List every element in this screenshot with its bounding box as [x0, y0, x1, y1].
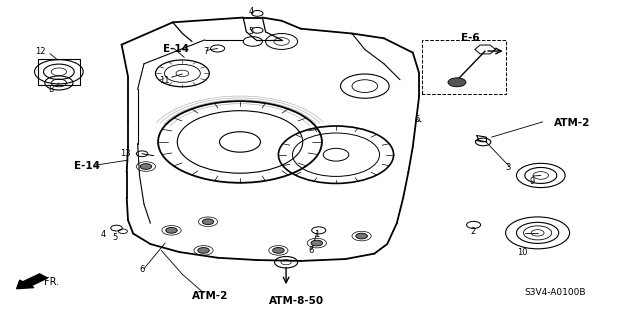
Circle shape [202, 219, 214, 225]
Text: ATM-2: ATM-2 [192, 291, 228, 301]
Text: 8: 8 [48, 85, 53, 94]
Circle shape [166, 227, 177, 233]
Circle shape [311, 240, 323, 246]
Text: S3V4-A0100B: S3V4-A0100B [525, 288, 586, 297]
Text: 6: 6 [140, 265, 145, 274]
Text: 10: 10 [517, 248, 527, 256]
Text: ATM-2: ATM-2 [554, 118, 590, 128]
Text: 1: 1 [314, 230, 319, 239]
Text: 2: 2 [470, 227, 476, 236]
Text: 7: 7 [204, 47, 209, 56]
Text: ATM-8-50: ATM-8-50 [269, 296, 324, 307]
Text: E-6: E-6 [461, 33, 479, 43]
Text: FR.: FR. [44, 277, 59, 287]
Text: 3: 3 [506, 163, 511, 172]
FancyArrow shape [17, 274, 47, 289]
Circle shape [448, 78, 466, 87]
Text: 9: 9 [530, 177, 535, 186]
Text: 6: 6 [308, 246, 314, 255]
Text: 13: 13 [120, 149, 131, 158]
Text: 11: 11 [159, 76, 169, 85]
Text: 4: 4 [248, 7, 253, 16]
Circle shape [273, 248, 284, 253]
Circle shape [198, 248, 209, 253]
Text: 6: 6 [415, 115, 420, 124]
Text: 5: 5 [248, 27, 253, 36]
Text: 5: 5 [112, 233, 117, 242]
Text: E-14: E-14 [74, 161, 100, 171]
Circle shape [356, 233, 367, 239]
Text: 12: 12 [35, 47, 45, 56]
Text: 4: 4 [101, 230, 106, 239]
Circle shape [140, 164, 152, 169]
Text: E-14: E-14 [163, 44, 189, 55]
